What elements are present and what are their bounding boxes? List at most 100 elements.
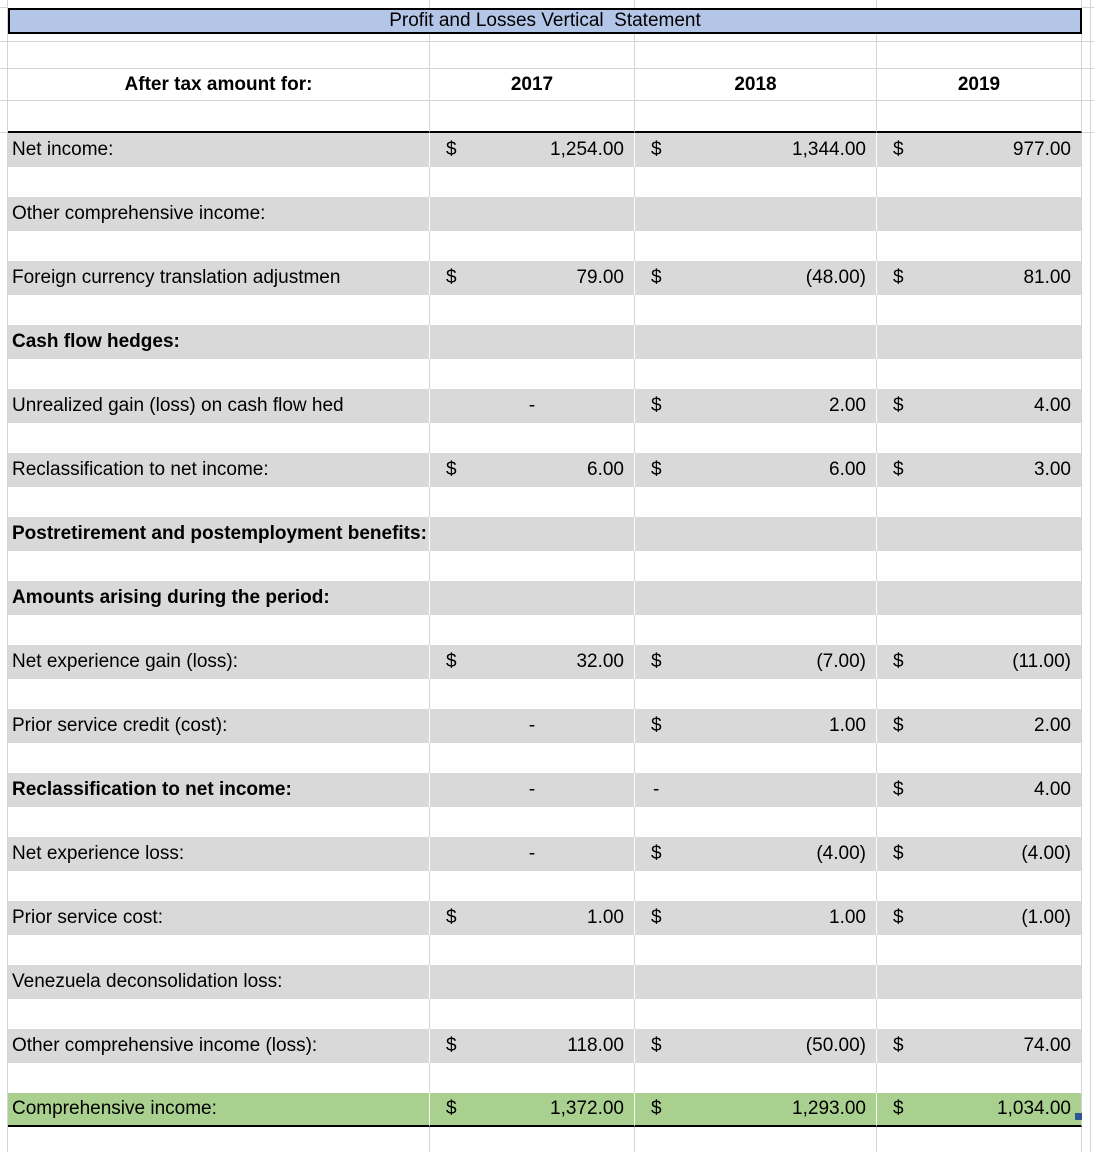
cell-2017[interactable] (430, 581, 635, 615)
cell-2017[interactable] (430, 325, 635, 359)
cell-2018[interactable]: - (635, 773, 877, 807)
cell-2018[interactable]: $ (4.00) (635, 837, 877, 871)
cell-2017[interactable]: $1,254.00 (430, 133, 635, 167)
cell-empty (0, 743, 8, 773)
cell-value: 32.00 (576, 651, 624, 672)
cell-2017[interactable]: $1,372.00 (430, 1093, 635, 1127)
row-label-cell[interactable]: Comprehensive income: (8, 1093, 430, 1127)
row-label-cell[interactable]: Reclassification to net income: (8, 773, 430, 807)
header-year-2017[interactable]: 2017 (430, 69, 635, 101)
row-label-cell[interactable]: Unrealized gain (loss) on cash flow hed (8, 389, 430, 423)
cell-empty (1082, 1127, 1091, 1152)
fill-handle[interactable] (1075, 1113, 1082, 1120)
cell-2018[interactable]: $1.00 (635, 709, 877, 743)
cell-2019[interactable] (877, 517, 1082, 551)
row-label-cell[interactable]: Net income: (8, 133, 430, 167)
header-year-2018[interactable]: 2018 (635, 69, 877, 101)
cell-empty (430, 1127, 635, 1152)
cell-2018[interactable]: $1,293.00 (635, 1093, 877, 1127)
cell-2018[interactable]: $ (50.00) (635, 1029, 877, 1063)
cell-empty (8, 999, 430, 1029)
cell-2019[interactable]: $1,034.00 (877, 1093, 1082, 1127)
cell-empty (430, 935, 635, 965)
currency-symbol: $ (651, 395, 662, 416)
cell-2017[interactable]: - (430, 773, 635, 807)
cell-2019[interactable]: $74.00 (877, 1029, 1082, 1063)
cell-2019[interactable] (877, 581, 1082, 615)
cell-2019[interactable] (877, 325, 1082, 359)
cell-2017[interactable] (430, 965, 635, 999)
cell-margin-left (0, 901, 8, 935)
currency-symbol: $ (893, 267, 904, 288)
cell-empty (430, 1063, 635, 1093)
cell-2018[interactable]: $ (48.00) (635, 261, 877, 295)
cell-2019[interactable]: $ (11.00) (877, 645, 1082, 679)
cell-2019[interactable]: $3.00 (877, 453, 1082, 487)
cell-2018[interactable]: $ (7.00) (635, 645, 877, 679)
row-label-cell[interactable]: Net experience gain (loss): (8, 645, 430, 679)
cell-2019[interactable] (877, 197, 1082, 231)
currency-symbol: $ (893, 907, 904, 928)
cell-empty (635, 871, 877, 901)
cell-value: (1.00) (1021, 907, 1071, 928)
cell-value: 1,254.00 (550, 139, 624, 160)
cell-2018[interactable]: $1.00 (635, 901, 877, 935)
cell-2019[interactable]: $81.00 (877, 261, 1082, 295)
cell-2017[interactable]: $32.00 (430, 645, 635, 679)
cell-empty (0, 34, 8, 42)
cell-empty (635, 295, 877, 325)
cell-2018[interactable]: $6.00 (635, 453, 877, 487)
cell-2017[interactable] (430, 197, 635, 231)
title-cell[interactable]: Profit and Losses Vertical Statement (8, 8, 1082, 34)
row-label-cell[interactable]: Prior service cost: (8, 901, 430, 935)
row-label-cell[interactable]: Amounts arising during the period: (8, 581, 430, 615)
row-label-cell[interactable]: Venezuela deconsolidation loss: (8, 965, 430, 999)
row-label-cell[interactable]: Net experience loss: (8, 837, 430, 871)
header-year-2019[interactable]: 2019 (877, 69, 1082, 101)
cell-value: 118.00 (567, 1035, 624, 1056)
row-label-cell[interactable]: Postretirement and postemployment benefi… (8, 517, 430, 551)
cell-2018[interactable] (635, 325, 877, 359)
cell-margin-right (1082, 965, 1091, 999)
cell-value: - (528, 395, 536, 416)
row-label-cell[interactable]: Other comprehensive income: (8, 197, 430, 231)
cell-2019[interactable]: $ (1.00) (877, 901, 1082, 935)
cell-2017[interactable]: $1.00 (430, 901, 635, 935)
cell-2018[interactable] (635, 581, 877, 615)
currency-symbol: $ (651, 843, 662, 864)
row-label-cell[interactable]: Reclassification to net income: (8, 453, 430, 487)
cell-2019[interactable] (877, 965, 1082, 999)
cell-empty (8, 679, 430, 709)
cell-2017[interactable]: - (430, 389, 635, 423)
cell-2019[interactable]: $4.00 (877, 389, 1082, 423)
cell-2017[interactable]: $79.00 (430, 261, 635, 295)
spacer-row (0, 935, 1094, 965)
cell-2019[interactable]: $2.00 (877, 709, 1082, 743)
cell-2017[interactable]: - (430, 709, 635, 743)
cell-2019[interactable]: $977.00 (877, 133, 1082, 167)
cell-2017[interactable]: $6.00 (430, 453, 635, 487)
cell-empty (430, 807, 635, 837)
cell-2019[interactable]: $ (4.00) (877, 837, 1082, 871)
cell-empty (1082, 1063, 1091, 1093)
row-label-cell[interactable]: Foreign currency translation adjustmen (8, 261, 430, 295)
cell-2017[interactable] (430, 517, 635, 551)
cell-2017[interactable]: $118.00 (430, 1029, 635, 1063)
cell-2017[interactable]: - (430, 837, 635, 871)
row-label-cell[interactable]: Other comprehensive income (loss): (8, 1029, 430, 1063)
cell-2019[interactable]: $4.00 (877, 773, 1082, 807)
cell-2018[interactable] (635, 197, 877, 231)
cell-empty (430, 679, 635, 709)
row-label-cell[interactable]: Prior service credit (cost): (8, 709, 430, 743)
cell-empty (635, 999, 877, 1029)
cell-empty (0, 231, 8, 261)
table-row: Other comprehensive income: (0, 197, 1094, 231)
cell-2018[interactable]: $2.00 (635, 389, 877, 423)
cell-2018[interactable] (635, 965, 877, 999)
cell-2018[interactable] (635, 517, 877, 551)
cell-2018[interactable]: $1,344.00 (635, 133, 877, 167)
row-label-cell[interactable]: Cash flow hedges: (8, 325, 430, 359)
cell-empty (430, 42, 635, 69)
header-after-tax-label[interactable]: After tax amount for: (8, 69, 430, 101)
